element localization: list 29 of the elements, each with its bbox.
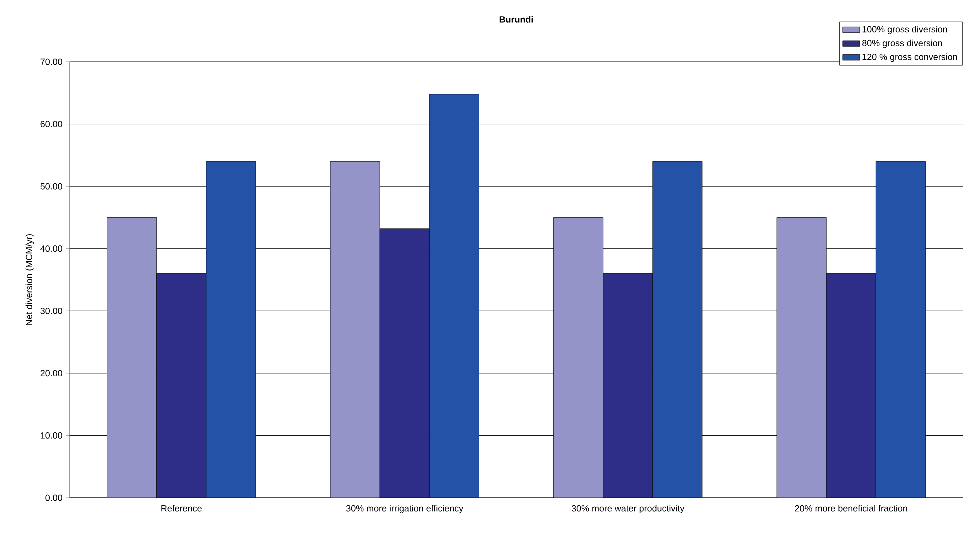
x-tick-label: 20% more beneficial fraction: [795, 505, 908, 512]
y-tick-label: 20.00: [40, 370, 62, 377]
y-tick-label: 40.00: [40, 246, 62, 252]
bar: [156, 274, 207, 498]
bar: [826, 274, 876, 498]
bar: [876, 161, 926, 498]
bar: [652, 161, 703, 498]
bar: [776, 218, 827, 498]
y-tick-label: 30.00: [40, 308, 62, 314]
x-tick-label: 30% more water productivity: [572, 505, 685, 514]
bar: [554, 218, 604, 498]
x-tick-label: 30% more irrigation efficiency: [346, 505, 464, 514]
y-tick-label: 50.00: [40, 183, 62, 190]
legend-label: 80% gross diversion: [862, 40, 942, 48]
chart-title: Burundi: [500, 16, 534, 23]
bar: [429, 94, 480, 498]
legend-label: 120 % gross conversion: [862, 54, 958, 62]
legend-label: 100% gross diversion: [862, 26, 948, 34]
y-axis-title: Net diversion (MCM/yr): [26, 234, 34, 326]
bar: [380, 228, 430, 498]
y-tick-label: 60.00: [40, 121, 62, 128]
bar: [206, 161, 256, 498]
x-tick-label: Reference: [162, 505, 202, 512]
bar: [330, 161, 380, 498]
bar: [107, 218, 158, 498]
y-tick-label: 70.00: [40, 58, 62, 66]
bar: [603, 274, 654, 498]
y-tick-label: 0.00: [46, 494, 62, 502]
y-tick-label: 10.00: [41, 432, 62, 439]
